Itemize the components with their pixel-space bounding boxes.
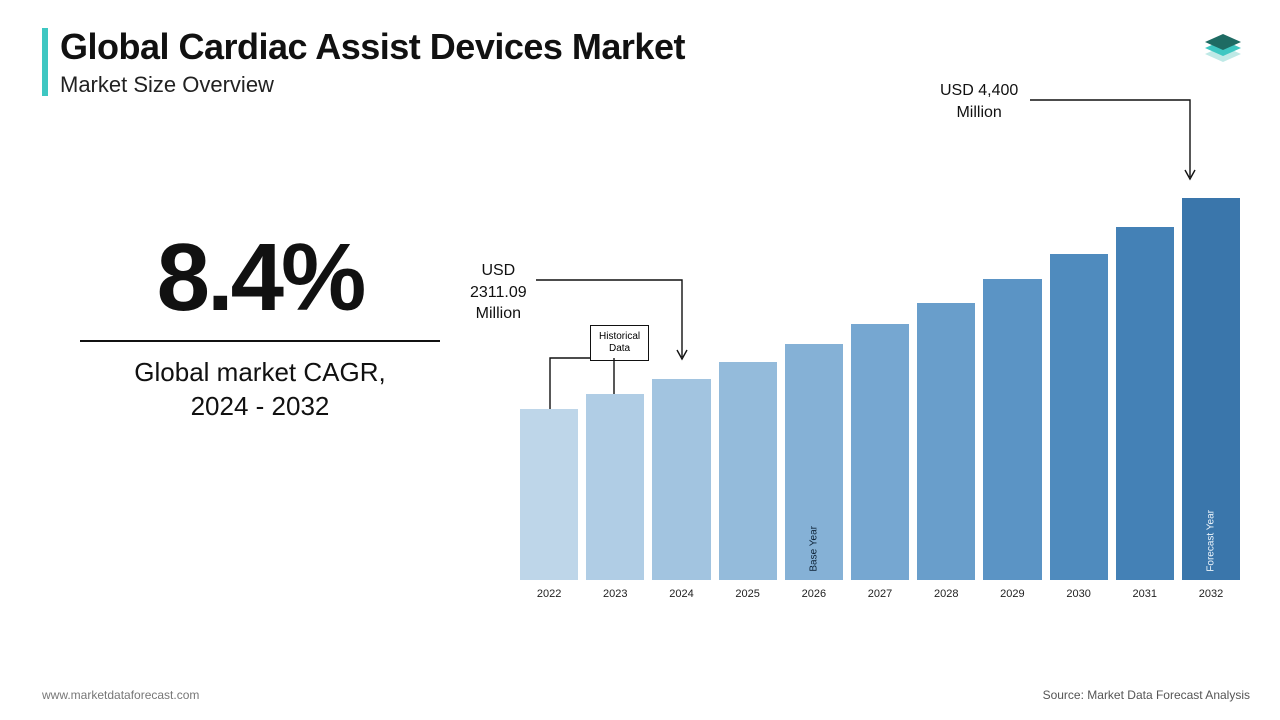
year-label: 2024 (669, 588, 693, 600)
bar (652, 379, 710, 580)
bar-wrap: Forecast Year 2032 (1182, 198, 1240, 601)
bar-wrap: 2023 (586, 394, 644, 600)
bar-wrap: 2028 (917, 303, 975, 600)
title-block: Global Cardiac Assist Devices Market Mar… (42, 26, 685, 98)
bar-wrap: 2031 (1116, 227, 1174, 600)
bars-container: 2022 2023 2024 2025 Base Year 2026 2027 2028 202… (520, 150, 1240, 600)
callout-end-line1: USD 4,400 (940, 82, 1018, 99)
year-label: 2032 (1199, 588, 1223, 600)
cagr-value: 8.4% (80, 230, 440, 326)
year-label: 2023 (603, 588, 627, 600)
accent-bar (42, 28, 48, 96)
page-subtitle: Market Size Overview (60, 72, 685, 98)
callout-end: USD 4,400 Million (940, 80, 1018, 123)
bar-inlabel: Base Year (808, 526, 819, 572)
bar-wrap: 2024 (652, 379, 710, 600)
year-label: 2022 (537, 588, 561, 600)
bar-wrap: 2027 (851, 324, 909, 600)
year-label: 2026 (802, 588, 826, 600)
bar-wrap: 2022 (520, 409, 578, 600)
callout-start-line3: Million (476, 305, 521, 322)
footer-source: Source: Market Data Forecast Analysis (1043, 688, 1250, 702)
callout-end-line2: Million (956, 104, 1001, 121)
cagr-label-line1: Global market CAGR, (80, 356, 440, 390)
year-label: 2028 (934, 588, 958, 600)
bar-wrap: 2029 (983, 279, 1041, 600)
bar-chart: USD 4,400 Million USD 2311.09 Million Hi… (520, 120, 1240, 640)
year-label: 2031 (1133, 588, 1157, 600)
cagr-label-line2: 2024 - 2032 (80, 390, 440, 424)
year-label: 2030 (1066, 588, 1090, 600)
year-label: 2027 (868, 588, 892, 600)
year-label: 2029 (1000, 588, 1024, 600)
bar (851, 324, 909, 580)
bar-inlabel: Forecast Year (1205, 510, 1216, 572)
bar (520, 409, 578, 580)
bar: Base Year (785, 344, 843, 580)
bar-wrap: 2030 (1050, 254, 1108, 600)
callout-start: USD 2311.09 Million (470, 260, 527, 325)
bar: Forecast Year (1182, 198, 1240, 581)
bar-wrap: Base Year 2026 (785, 344, 843, 600)
bar (983, 279, 1041, 580)
bar (1050, 254, 1108, 580)
bar (719, 362, 777, 580)
year-label: 2025 (735, 588, 759, 600)
footer-url: www.marketdataforecast.com (42, 688, 199, 702)
bar (917, 303, 975, 580)
bar (586, 394, 644, 580)
page-title: Global Cardiac Assist Devices Market (60, 26, 685, 68)
cagr-block: 8.4% Global market CAGR, 2024 - 2032 (80, 230, 440, 424)
callout-start-line1: USD (481, 262, 515, 279)
bar-wrap: 2025 (719, 362, 777, 600)
callout-start-line2: 2311.09 (470, 284, 527, 301)
brand-logo-icon (1196, 22, 1250, 76)
cagr-divider (80, 340, 440, 342)
bar (1116, 227, 1174, 580)
